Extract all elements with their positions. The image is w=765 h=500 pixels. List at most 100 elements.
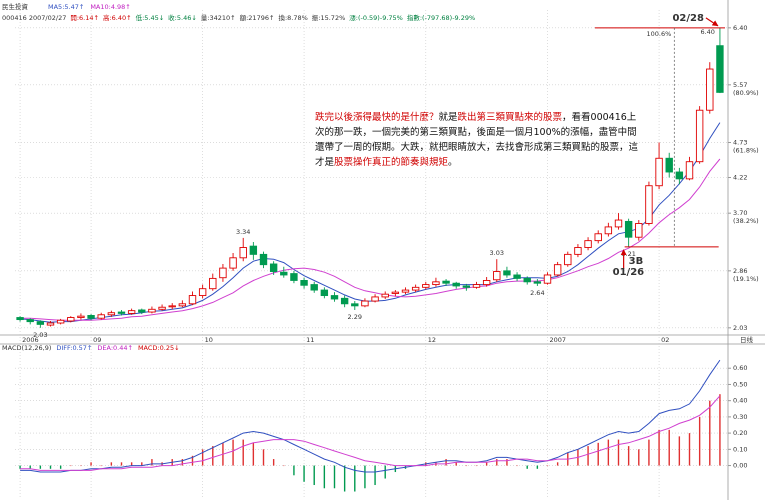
text-segment: MACD(12,26,9) [2,344,51,352]
text-segment: MACD:0.25↓ [138,344,180,352]
candle-body [645,185,653,224]
macd-bar [627,446,630,466]
text-segment: 跌完以後漲得最快的是什麼？ [315,111,439,123]
candle-body [533,281,542,284]
candle-body [117,311,126,314]
macd-bar [130,462,133,466]
macd-bar [465,465,468,467]
candle-body [655,157,663,187]
macd-bar [719,394,721,466]
candle-body [87,315,95,319]
ma-line [20,122,721,323]
macd-bar [19,465,21,469]
macd-bar [120,462,123,466]
candle-body [574,247,582,255]
text-segment: 。 [448,157,458,168]
candle-body [107,312,116,316]
macd-bar [59,465,62,469]
candle-body [330,295,339,300]
text-segment: 收:5.46↓ [168,13,197,22]
candle-body [36,321,45,325]
marker-date: 01/26 [613,267,645,278]
point-label: 6.40 [700,28,714,36]
candle-body [229,257,237,269]
x-tick-label: 10 [205,336,213,344]
candle-body [158,306,166,310]
candle-body [97,314,105,319]
candle-body [127,310,136,314]
point-label: 3.34 [236,228,250,236]
candle-body [523,277,531,283]
macd-bar [283,465,285,467]
macd-bar [496,459,498,466]
macd-bar [516,465,518,467]
macd-bar [343,465,346,492]
candle-body [67,317,75,322]
candle-body [422,284,430,288]
marker-label: 3B [629,256,644,267]
candle-body [381,293,389,298]
candle-body [361,300,369,307]
candle-body [259,253,268,266]
candle-body [604,226,613,235]
macd-bar [374,465,376,486]
macd-bar [638,449,640,466]
y-tick-label: 0.50 [733,380,747,388]
macd-bar [90,462,92,466]
macd-bar [252,442,255,466]
y-tick-note: (80.9%) [733,89,759,97]
candle-body [482,280,491,286]
x-tick-label: 2007 [550,336,567,344]
y-tick-label: 0.40 [733,397,747,405]
text-segment: 量:34210↑ [201,14,236,22]
candle-body [635,223,643,238]
y-tick-note: (61.8%) [733,146,759,154]
candle-body [584,240,592,248]
candle-body [148,308,156,313]
candle-body [56,319,65,324]
period-label: 日线 [740,335,754,344]
macd-bar [668,429,670,466]
macd-bar [110,462,113,466]
candle-body [198,288,207,297]
candle-body [178,303,187,307]
candle-body [371,296,379,302]
macd-bar [70,465,72,467]
marker-arrow [705,17,719,27]
candle-body [695,109,704,163]
candle-body [401,289,410,293]
text-segment: 低:5.45↓ [136,13,165,22]
text-segment: 額:21796↑ [240,13,275,22]
macd-bar [556,462,559,466]
macd-bar [688,433,691,466]
candle-body [219,267,227,279]
text-segment: 000416 2007/02/27 [2,14,66,22]
y-tick-label: 2.86 [733,267,747,275]
text-line: 才是股票操作真正的節奏與規矩。 [315,156,458,168]
candle-body [46,322,55,326]
y-tick-label: 5.57 [733,81,747,89]
point-label: 2.29 [348,313,362,321]
macd-bar [191,455,194,466]
text-line: 還帶了一周的假期。大跌，就把眼睛放大，去找會形成第三類買點的股票，這 [315,141,639,153]
macd-bar [506,459,508,466]
candle-body [503,270,511,276]
text-segment: MA5:5.47↑ [48,3,84,11]
macd-bar [333,465,336,489]
y-tick-label: 0.10 [733,445,747,453]
macd-bar [709,400,711,466]
text-segment: 才是 [315,156,335,168]
candle-body [685,161,694,180]
macd-bar [485,462,488,466]
candle-body [543,274,552,284]
text-segment: 漲:(-0.59)-9.75% [349,13,403,22]
y-tick-label: 0.30 [733,413,747,421]
candle-body [706,68,714,111]
candle-body [462,285,471,288]
candle-body [411,286,420,291]
candle-body [209,277,217,290]
text-line: 跌完以後漲得最快的是什麼？就是跌出第三類買點來的股票，看看000416上 [315,111,637,123]
candle-body [432,281,440,286]
candle-body [340,297,349,305]
marker-label: 02/28 [672,13,704,24]
